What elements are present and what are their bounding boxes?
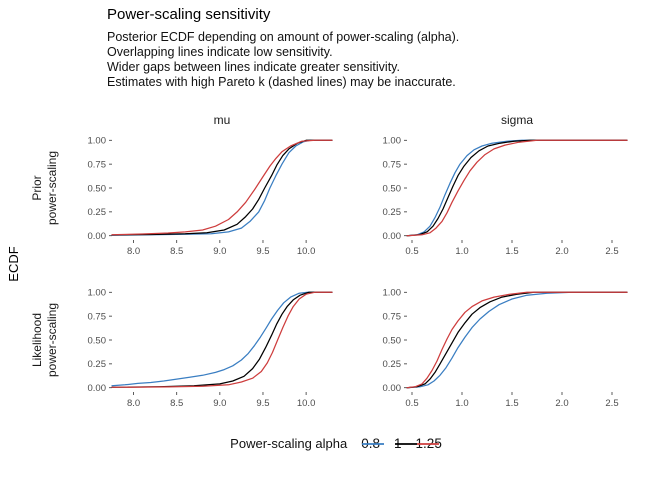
svg-text:0.5: 0.5: [405, 246, 418, 257]
legend-item-alpha-1: 1: [394, 436, 418, 451]
subtitle-line-3: Wider gaps between lines indicate greate…: [107, 60, 400, 74]
facet-strip-mu: mu: [213, 113, 231, 127]
svg-text:8.5: 8.5: [170, 246, 183, 257]
svg-text:1.0: 1.0: [455, 398, 468, 409]
subtitle-line-2: Overlapping lines indicate low sensitivi…: [107, 45, 333, 59]
svg-text:0.50: 0.50: [88, 183, 107, 194]
legend-line-black-icon: [395, 442, 418, 445]
svg-text:0.25: 0.25: [383, 207, 402, 218]
facet-strip-prior: Prior power-scaling: [30, 136, 62, 240]
svg-text:0.25: 0.25: [88, 359, 107, 370]
svg-text:0.25: 0.25: [383, 359, 402, 370]
facet-strip-prior-line2: power-scaling: [45, 150, 59, 226]
svg-text:1.5: 1.5: [505, 246, 518, 257]
svg-text:0.00: 0.00: [88, 231, 107, 242]
legend-item-alpha-1-25: 1.25: [416, 436, 442, 451]
svg-text:0.5: 0.5: [405, 398, 418, 409]
subtitle-line-1: Posterior ECDF depending on amount of po…: [107, 30, 460, 44]
svg-text:0.50: 0.50: [383, 335, 402, 346]
svg-text:0.50: 0.50: [383, 183, 402, 194]
svg-text:2.5: 2.5: [605, 398, 618, 409]
y-axis-title: ECDF: [6, 246, 21, 282]
svg-text:9.0: 9.0: [213, 398, 226, 409]
svg-text:0.75: 0.75: [88, 311, 107, 322]
svg-text:8.0: 8.0: [127, 398, 140, 409]
legend-line-blue-icon: [362, 442, 385, 445]
svg-text:1.5: 1.5: [505, 398, 518, 409]
chart-title: Power-scaling sensitivity: [107, 6, 271, 23]
svg-text:10.0: 10.0: [297, 246, 316, 257]
legend: Power-scaling alpha 0.8 1 1.25: [0, 436, 672, 451]
panel-prior-mu: 8.0 8.5 9.0 9.5 10.0 0.00 0.25 0.50 0.75 1.00: [88, 136, 333, 257]
svg-text:0.50: 0.50: [88, 335, 107, 346]
svg-text:1.0: 1.0: [455, 246, 468, 257]
facet-strip-sigma: sigma: [500, 113, 533, 127]
svg-text:2.0: 2.0: [555, 398, 568, 409]
svg-text:0.75: 0.75: [383, 159, 402, 170]
svg-text:1.00: 1.00: [383, 136, 402, 147]
panel-likelihood-sigma: 0.5 1.0 1.5 2.0 2.5 0.00 0.25 0.50 0.75 1.00: [383, 288, 628, 409]
svg-text:2.5: 2.5: [605, 246, 618, 257]
svg-text:8.0: 8.0: [127, 246, 140, 257]
svg-text:9.5: 9.5: [256, 398, 269, 409]
svg-text:0.25: 0.25: [88, 207, 107, 218]
legend-item-alpha-0-8: 0.8: [361, 436, 385, 451]
svg-text:10.0: 10.0: [297, 398, 316, 409]
svg-text:0.75: 0.75: [88, 159, 107, 170]
panel-prior-sigma: 0.5 1.0 1.5 2.0 2.5 0.00 0.25 0.50 0.75 1.00: [383, 136, 628, 257]
svg-text:1.00: 1.00: [88, 136, 107, 147]
svg-text:0.75: 0.75: [383, 311, 402, 322]
chart-subtitle: Posterior ECDF depending on amount of po…: [107, 30, 459, 90]
legend-title: Power-scaling alpha: [230, 436, 348, 451]
svg-text:9.5: 9.5: [256, 246, 269, 257]
svg-text:8.5: 8.5: [170, 398, 183, 409]
facet-strip-likelihood: Likelihood power-scaling: [30, 288, 62, 392]
svg-text:0.00: 0.00: [383, 231, 402, 242]
facet-strip-prior-line1: Prior: [30, 175, 44, 201]
svg-text:9.0: 9.0: [213, 246, 226, 257]
legend-line-red-icon: [416, 442, 439, 445]
svg-text:1.00: 1.00: [88, 288, 107, 299]
svg-text:0.00: 0.00: [383, 383, 402, 394]
svg-text:2.0: 2.0: [555, 246, 568, 257]
facet-strip-likelihood-line1: Likelihood: [30, 312, 44, 368]
facet-strip-likelihood-line2: power-scaling: [45, 302, 59, 378]
panel-likelihood-mu: 8.0 8.5 9.0 9.5 10.0 0.00 0.25 0.50 0.75 1.00: [88, 288, 333, 409]
subtitle-line-4: Estimates with high Pareto k (dashed lin…: [107, 75, 456, 89]
svg-text:1.00: 1.00: [383, 288, 402, 299]
svg-text:0.00: 0.00: [88, 383, 107, 394]
